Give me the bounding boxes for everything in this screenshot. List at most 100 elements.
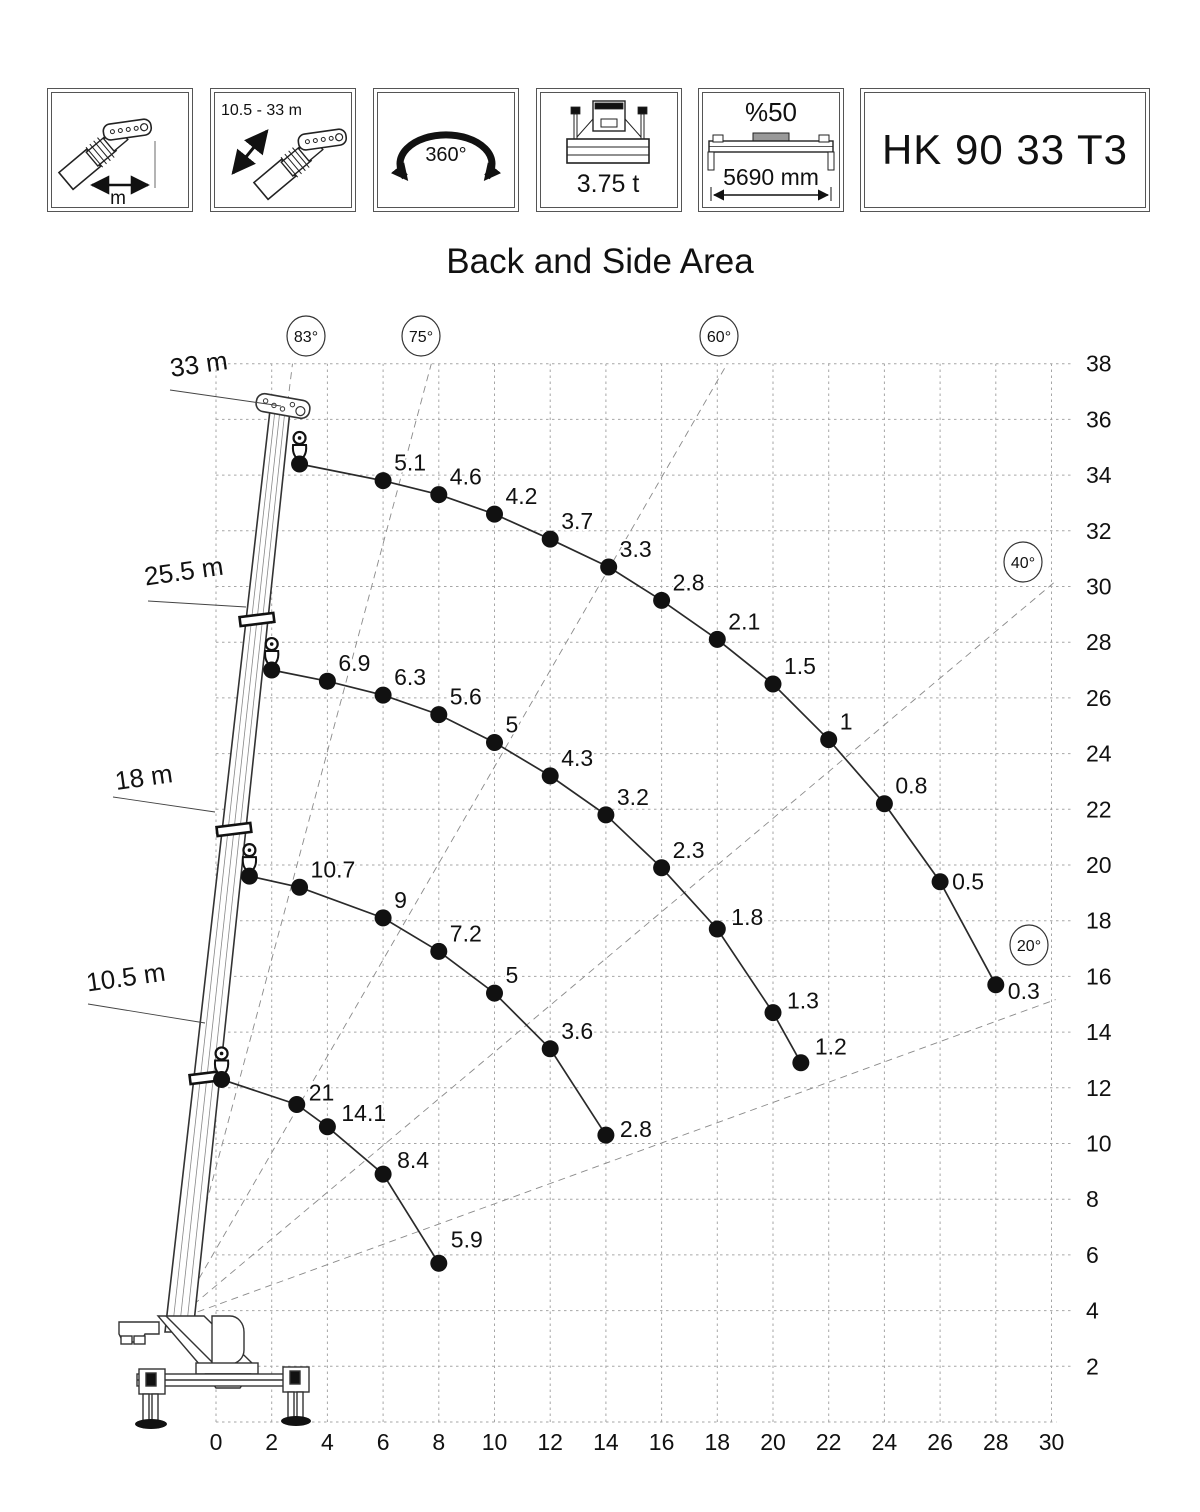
boom-label-leader [147,600,247,608]
data-point [430,706,448,724]
data-point-label: 1.2 [815,1034,847,1060]
data-point [374,909,392,927]
boom-label-leader [87,1003,206,1024]
data-point-label: 2.1 [728,608,760,634]
data-point [875,795,893,813]
data-point [291,878,309,896]
rotation-arrow [390,131,502,181]
data-point-label: 3.6 [561,1018,593,1044]
crane-illustration [118,392,311,1429]
data-point-label: 14.1 [341,1100,386,1126]
angle-ray [174,580,1056,1321]
angle-label: 40° [1011,555,1035,572]
angle-ray-labels: 83° 75° 60° 40° 20° [286,315,1049,966]
data-point [291,455,309,473]
y-tick-label: 28 [1086,629,1112,655]
data-point [263,661,281,679]
data-point-label: 3.2 [617,784,649,810]
badge-caption: m [110,188,126,207]
data-point-label: 5 [506,962,519,988]
x-tick-label: 4 [321,1429,334,1455]
angle-label: 75° [409,329,433,346]
data-point-label: 0.5 [952,869,984,895]
data-point-label: 21 [309,1080,335,1106]
data-point [600,558,618,576]
data-point-label: 4.3 [561,745,593,771]
boom-length-label: 25.5 m [142,551,225,592]
data-point-label: 8.4 [397,1147,429,1173]
y-tick-label: 30 [1086,574,1112,600]
data-point [541,767,559,785]
angle-label-circle [699,315,739,357]
outrigger-icon: %50 5690 mm [707,97,835,201]
data-point-label: 2.3 [673,837,705,863]
y-tick-label: 22 [1086,796,1112,822]
data-point-label: 2.8 [673,569,705,595]
boom-extension-icon: m [57,118,156,207]
y-tick-label: 36 [1086,406,1112,432]
y-tick-label: 24 [1086,741,1112,767]
y-tick-label: 34 [1086,462,1112,488]
badge-slew-range: 360° [373,88,519,212]
angle-label: 83° [294,329,318,346]
x-tick-label: 18 [705,1429,731,1455]
badge-outrigger-span: %50 5690 mm [698,88,844,212]
data-point-label: 7.2 [450,920,482,946]
angle-ray [174,999,1056,1321]
data-point [653,591,671,609]
data-point-label: 5 [506,711,519,737]
data-point-label: 4.6 [450,464,482,490]
y-tick-label: 32 [1086,518,1112,544]
angle-label-circle [401,315,441,357]
x-tick-label: 14 [593,1429,619,1455]
outrigger-pad [135,1419,167,1429]
x-tick-label: 2 [265,1429,278,1455]
data-point-label: 3.7 [561,508,593,534]
y-tick-label: 38 [1086,351,1112,377]
angle-label-circle [286,315,326,357]
x-tick-label: 6 [377,1429,390,1455]
load-curve [249,875,607,1136]
ballast-icon: 3.75 t [566,100,650,198]
data-point [541,530,559,548]
series-33m: 5.1 4.6 4.2 3.7 3.3 2.8 2.1 1.5 1 0.8 0.5 0.3 33 m [168,345,1042,1006]
boom-label-leader [169,389,282,407]
series-18m: 10.7 9 7.2 5 3.6 2.8 18 m [112,758,654,1144]
badge-caption: 10.5 - 33 m [221,102,302,119]
data-point [374,1165,392,1183]
data-point [430,486,448,504]
y-tick-label: 4 [1086,1298,1099,1324]
angle-label-circle [1003,541,1043,583]
boom-head [255,392,311,420]
badge-caption: 3.75 t [577,170,640,198]
y-tick-label: 10 [1086,1131,1112,1157]
data-point-label: 6.3 [394,664,426,690]
x-tick-label: 10 [482,1429,508,1455]
data-point [987,976,1005,994]
x-tick-label: 22 [816,1429,842,1455]
angle-label: 60° [707,329,731,346]
data-point [597,1126,615,1144]
hook-icon [291,430,308,460]
x-tick-label: 20 [760,1429,786,1455]
angle-label-circle [1009,924,1049,966]
x-tick-label: 30 [1039,1429,1065,1455]
data-point [653,859,671,877]
badge-caption-top: %50 [745,97,797,127]
crane-base [118,1315,311,1429]
data-point [486,505,503,523]
angle-label: 20° [1017,938,1041,955]
badge-boom-range: 10.5 - 33 m [210,88,356,212]
data-point [708,630,726,648]
data-point-label: 1.5 [784,653,816,679]
y-tick-label: 16 [1086,963,1112,989]
hook-icon [213,1046,230,1076]
data-point-label: 2.8 [620,1116,652,1142]
data-point [764,675,782,693]
data-point [318,672,336,690]
range-double-arrow [231,129,269,175]
data-point-label: 0.3 [1008,978,1040,1004]
axis-labels: 0 2 4 6 8 10 12 14 16 18 20 22 24 26 28 302468101214161… [210,351,1112,1455]
